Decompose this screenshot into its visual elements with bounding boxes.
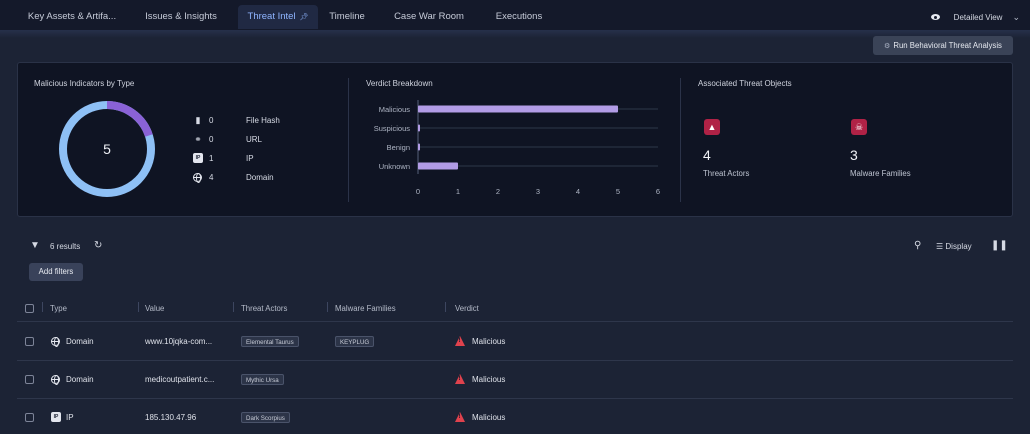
indicator-row-url: ⚭ 0 URL <box>194 134 263 144</box>
globe-icon <box>51 375 60 386</box>
summary-card <box>17 62 1013 217</box>
tab-threat-intel[interactable]: Threat Intel 📌︎ <box>238 5 318 29</box>
malware-families-label: Malware Families <box>850 169 911 178</box>
display-button[interactable]: ☰ Display <box>936 242 972 251</box>
indicator-row-domain: 4 Domain <box>193 172 293 184</box>
threat-actor-tag[interactable]: Dark Scorpius <box>241 412 290 423</box>
x-tick-label: 2 <box>496 187 500 196</box>
row-checkbox[interactable] <box>25 375 34 384</box>
results-count: 6 results <box>50 242 81 251</box>
list-icon: ☰ <box>936 242 944 251</box>
bar-suspicious <box>418 124 420 132</box>
warning-icon <box>455 374 465 384</box>
add-filters-button[interactable]: Add filters <box>29 263 83 281</box>
category-label: Unknown <box>379 162 410 171</box>
threat-actor-tag[interactable]: Mythic Ursa <box>241 374 284 385</box>
section-divider <box>348 78 349 202</box>
row-type: Domain <box>66 337 94 346</box>
category-label: Malicious <box>379 105 411 114</box>
filter-icon[interactable]: ▼ <box>30 240 40 251</box>
globe-icon <box>193 173 202 184</box>
column-header-verdict[interactable]: Verdict <box>455 304 479 313</box>
row-value[interactable]: www.10jqka-com... <box>145 337 213 346</box>
column-header-type[interactable]: Type <box>50 304 67 313</box>
malware-families-count: 3 <box>850 147 858 163</box>
view-label: Detailed View <box>953 12 1003 22</box>
eye-icon <box>930 14 940 20</box>
threat-actor-tag[interactable]: Elemental Taurus <box>241 336 299 347</box>
indicator-row-file-hash: ▮ 0 File Hash <box>193 115 293 127</box>
analysis-icon: ⚙ <box>884 43 891 50</box>
refresh-icon[interactable]: ↻ <box>94 240 103 251</box>
pin-icon: 📌︎ <box>299 14 309 21</box>
indicator-row-ip: IP 1 IP <box>193 153 293 165</box>
column-header-value[interactable]: Value <box>145 304 165 313</box>
threat-actors-count: 4 <box>703 147 711 163</box>
category-label: Suspicious <box>374 124 411 133</box>
run-analysis-button[interactable]: ⚙ Run Behavioral Threat Analysis <box>873 36 1013 55</box>
search-icon[interactable]: ⚲ <box>914 240 922 251</box>
warning-icon <box>455 336 465 346</box>
column-header-threat-actors[interactable]: Threat Actors <box>241 304 288 313</box>
bar-benign <box>418 143 420 151</box>
warning-icon <box>455 412 465 422</box>
x-tick-label: 0 <box>416 187 420 196</box>
globe-icon <box>51 337 60 348</box>
donut-ring-ip <box>59 101 155 197</box>
row-type: IP <box>66 413 74 422</box>
x-tick-label: 4 <box>576 187 580 196</box>
x-tick-label: 1 <box>456 187 460 196</box>
tab-timeline[interactable]: Timeline <box>329 11 365 22</box>
row-value[interactable]: medicoutpatient.c... <box>145 375 215 384</box>
row-checkbox[interactable] <box>25 337 34 346</box>
x-tick-label: 3 <box>536 187 540 196</box>
threat-actors-label: Threat Actors <box>703 169 750 178</box>
row-verdict: Malicious <box>472 413 506 422</box>
row-verdict: Malicious <box>472 375 506 384</box>
tab-case-war-room[interactable]: Case War Room <box>394 11 464 22</box>
columns-icon[interactable]: ❚❚ <box>991 240 1008 251</box>
associated-title: Associated Threat Objects <box>698 79 792 88</box>
indicators-total: 5 <box>103 141 111 157</box>
tab-bar: Key Assets & Artifa... Issues & Insights… <box>0 0 1030 33</box>
chevron-down-icon: ⌄ <box>1012 11 1020 22</box>
threat-actor-icon: ▲ <box>704 119 720 135</box>
bar-malicious <box>418 105 618 113</box>
column-header-malware-families[interactable]: Malware Families <box>335 304 396 313</box>
malware-tag[interactable]: KEYPLUG <box>335 336 375 347</box>
file-icon: ▮ <box>195 115 201 125</box>
row-verdict: Malicious <box>472 337 506 346</box>
select-all-checkbox[interactable] <box>25 304 34 313</box>
view-selector[interactable]: Detailed View ⌄ <box>930 10 1020 24</box>
verdict-title: Verdict Breakdown <box>366 79 433 88</box>
ip-icon: IP <box>193 153 203 163</box>
row-checkbox[interactable] <box>25 413 34 422</box>
ip-icon: IP <box>51 412 61 422</box>
row-value[interactable]: 185.130.47.96 <box>145 413 197 422</box>
tab-executions[interactable]: Executions <box>495 11 543 22</box>
bar-unknown <box>418 162 458 170</box>
link-icon: ⚭ <box>194 134 202 144</box>
indicators-donut <box>59 101 155 197</box>
category-label: Benign <box>387 143 410 152</box>
row-type: Domain <box>66 375 94 384</box>
tab-issues-insights[interactable]: Issues & Insights <box>145 11 217 22</box>
verdict-chart: Malicious Suspicious Benign Unknown 0 1 2 3 4 5 6 <box>374 100 660 196</box>
x-tick-label: 5 <box>616 187 620 196</box>
section-divider <box>680 78 681 202</box>
skull-icon: ☠ <box>851 119 867 135</box>
x-tick-label: 6 <box>656 187 660 196</box>
tab-key-assets[interactable]: Key Assets & Artifa... <box>27 11 117 22</box>
indicators-title: Malicious Indicators by Type <box>34 79 135 88</box>
